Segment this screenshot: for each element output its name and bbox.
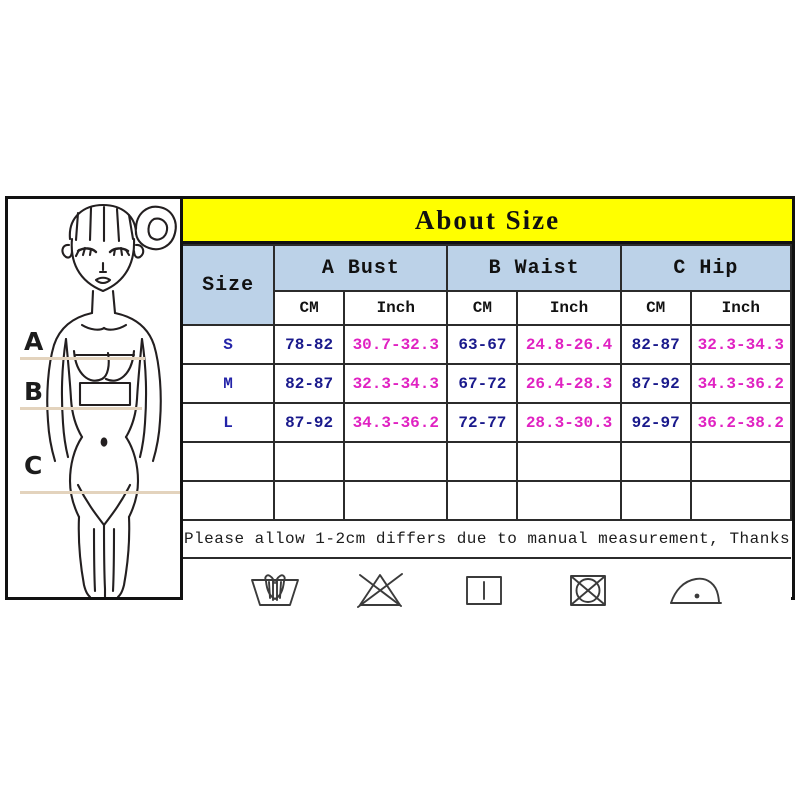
marker-letter-a: A xyxy=(24,327,44,356)
table-row: S 78-82 30.7-32.3 63-67 24.8-26.4 82-87 … xyxy=(183,324,793,365)
measurement-note-row: Please allow 1-2cm differs due to manual… xyxy=(183,519,791,559)
col-header-bust: A Bust xyxy=(273,244,449,292)
drip-dry-icon xyxy=(466,576,502,605)
cell-hip-inch: 32.3-34.3 xyxy=(689,324,793,365)
col-header-hip: C Hip xyxy=(619,244,793,292)
cell-size: L xyxy=(183,402,276,443)
marker-letter-c: C xyxy=(24,451,43,480)
cell-waist-cm: 72-77 xyxy=(446,402,519,443)
unit-header-bust-inch: Inch xyxy=(343,290,449,326)
care-symbols-strip xyxy=(183,559,791,621)
hand-wash-icon xyxy=(251,574,300,606)
cell-hip-inch: 36.2-38.2 xyxy=(689,402,793,443)
unit-header-hip-inch: Inch xyxy=(689,290,793,326)
waist-measure-line xyxy=(20,407,142,410)
cell-waist-cm: 67-72 xyxy=(446,363,519,404)
cell-empty xyxy=(516,480,622,521)
hip-measure-line xyxy=(20,491,180,494)
cell-waist-cm: 63-67 xyxy=(446,324,519,365)
cell-empty xyxy=(619,480,692,521)
cell-empty xyxy=(273,480,346,521)
cell-waist-inch: 28.3-30.3 xyxy=(516,402,622,443)
cell-hip-cm: 87-92 xyxy=(619,363,692,404)
table-group-header-row: Size A Bust B Waist C Hip xyxy=(183,244,793,326)
cell-empty xyxy=(273,441,346,482)
cell-empty xyxy=(183,480,276,521)
marker-letter-b: B xyxy=(24,377,44,406)
bust-measure-line xyxy=(20,357,145,360)
cell-bust-inch: 34.3-36.2 xyxy=(343,402,449,443)
measurement-note: Please allow 1-2cm differs due to manual… xyxy=(183,519,791,559)
cell-empty xyxy=(446,441,519,482)
unit-header-waist-inch: Inch xyxy=(516,290,622,326)
do-not-bleach-icon xyxy=(356,573,403,608)
cell-empty xyxy=(183,441,276,482)
cell-empty xyxy=(689,480,793,521)
table-row: L 87-92 34.3-36.2 72-77 28.3-30.3 92-97 … xyxy=(183,402,793,443)
cell-bust-inch: 30.7-32.3 xyxy=(343,324,449,365)
unit-header-bust-cm: CM xyxy=(273,290,346,326)
cell-bust-cm: 87-92 xyxy=(273,402,346,443)
cell-empty xyxy=(619,441,692,482)
size-table: Size A Bust B Waist C Hip CM Inch CM Inc… xyxy=(183,244,793,621)
size-chart-panel: A B C About Size Size A Bust B Waist C H… xyxy=(5,196,795,621)
cell-hip-cm: 92-97 xyxy=(619,402,692,443)
cell-size: S xyxy=(183,324,276,365)
iron-low-icon xyxy=(669,577,722,604)
cell-empty xyxy=(516,441,622,482)
table-unit-header-row: CM Inch CM Inch CM Inch xyxy=(183,290,793,326)
cell-empty xyxy=(446,480,519,521)
cell-bust-cm: 78-82 xyxy=(273,324,346,365)
table-row-empty xyxy=(183,480,793,521)
unit-header-hip-cm: CM xyxy=(619,290,692,326)
col-header-waist: B Waist xyxy=(446,244,622,292)
cell-waist-inch: 26.4-28.3 xyxy=(516,363,622,404)
page-title: About Size xyxy=(414,204,561,235)
cell-empty xyxy=(343,441,449,482)
cell-empty xyxy=(689,441,793,482)
cell-bust-cm: 82-87 xyxy=(273,363,346,404)
body-figure-pane: A B C xyxy=(8,199,183,597)
cell-waist-inch: 24.8-26.4 xyxy=(516,324,622,365)
do-not-tumble-dry-icon xyxy=(570,575,607,606)
care-symbols-row xyxy=(183,557,791,621)
cell-size: M xyxy=(183,363,276,404)
cell-hip-inch: 34.3-36.2 xyxy=(689,363,793,404)
cell-empty xyxy=(343,480,449,521)
cell-hip-cm: 82-87 xyxy=(619,324,692,365)
cell-bust-inch: 32.3-34.3 xyxy=(343,363,449,404)
table-row: M 82-87 32.3-34.3 67-72 26.4-28.3 87-92 … xyxy=(183,363,793,404)
unit-header-waist-cm: CM xyxy=(446,290,519,326)
body-figure-illustration xyxy=(46,203,177,597)
about-size-title-bar: About Size xyxy=(183,199,792,244)
size-table-pane: About Size Size A Bust B Waist C Hip CM … xyxy=(183,199,793,621)
table-row-empty xyxy=(183,441,793,482)
col-header-size: Size xyxy=(183,244,276,326)
